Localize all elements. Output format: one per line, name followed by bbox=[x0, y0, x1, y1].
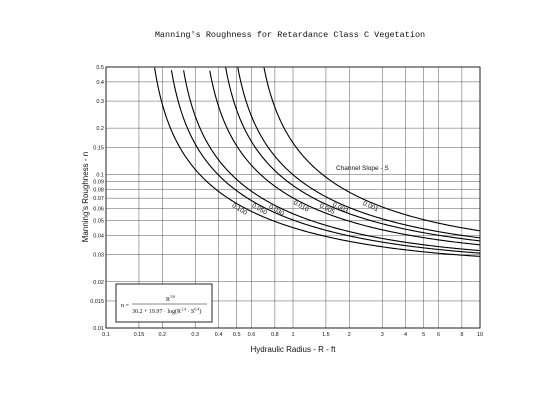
x-tick-label: 4 bbox=[404, 332, 407, 338]
x-tick-label: 8 bbox=[460, 332, 463, 338]
x-tick-label: 0.8 bbox=[271, 332, 279, 338]
x-tick-label: 6 bbox=[437, 332, 440, 338]
x-tick-label: 1.5 bbox=[322, 332, 330, 338]
equation-box: n = R1/6 30.2 + 19.97 · log(R1.4 · S0.4) bbox=[115, 283, 213, 323]
y-tick-label: 0.015 bbox=[90, 299, 104, 305]
channel-slope-label: Channel Slope - S bbox=[336, 165, 389, 172]
x-tick-label: 0.2 bbox=[158, 332, 166, 338]
x-tick-label: 1 bbox=[291, 332, 294, 338]
equation-lhs: n = bbox=[121, 303, 130, 309]
y-tick-label: 0.05 bbox=[93, 219, 104, 225]
y-tick-label: 0.08 bbox=[93, 187, 104, 193]
equation-numerator: R1/6 bbox=[166, 294, 175, 303]
y-tick-label: 0.3 bbox=[96, 99, 104, 105]
x-tick-label: 0.3 bbox=[191, 332, 199, 338]
y-tick-labels: 0.01 0.015 0.02 0.03 0.04 0.05 0.06 0.07 0.08 0.0… bbox=[90, 65, 104, 332]
y-tick-label: 0.07 bbox=[93, 196, 104, 202]
series-label-0.100: 0.100 bbox=[231, 202, 249, 217]
y-axis-label: Manning's Roughness - n bbox=[81, 152, 90, 242]
x-tick-label: 0.1 bbox=[102, 332, 110, 338]
x-tick-label: 2 bbox=[348, 332, 351, 338]
series-line-0.030 bbox=[183, 70, 481, 252]
series-line-0.010 bbox=[209, 70, 481, 246]
series-line-0.100 bbox=[154, 67, 481, 257]
y-tick-label: 0.01 bbox=[93, 326, 104, 332]
plot-frame bbox=[105, 66, 481, 329]
series-label-0.001: 0.001 bbox=[362, 200, 380, 213]
chart-title: Manning's Roughness for Retardance Class… bbox=[155, 30, 425, 40]
y-tick-label: 0.09 bbox=[93, 179, 104, 185]
y-tick-label: 0.02 bbox=[93, 280, 104, 286]
y-tick-label: 0.03 bbox=[93, 253, 104, 259]
x-tick-label: 5 bbox=[422, 332, 425, 338]
x-tick-label: 0.15 bbox=[134, 332, 145, 338]
y-tick-label: 0.15 bbox=[93, 145, 104, 151]
y-tick-label: 0.1 bbox=[96, 172, 104, 178]
series-label-0.030: 0.030 bbox=[268, 204, 286, 218]
equation-denominator: 30.2 + 19.97 · log(R1.4 · S0.4) bbox=[132, 307, 201, 316]
curves bbox=[154, 67, 481, 257]
x-tick-label: 0.6 bbox=[248, 332, 256, 338]
series-label-0.010: 0.010 bbox=[292, 200, 310, 214]
x-tick-label: 3 bbox=[381, 332, 384, 338]
x-tick-label: 0.5 bbox=[233, 332, 241, 338]
y-tick-label: 0.5 bbox=[96, 65, 104, 71]
x-tick-label: 10 bbox=[477, 332, 483, 338]
series-line-0.001 bbox=[263, 67, 481, 232]
series-line-0.003 bbox=[237, 67, 481, 239]
series-label-0.050: 0.050 bbox=[251, 202, 269, 216]
y-tick-label: 0.06 bbox=[93, 206, 104, 212]
x-axis-label: Hydraulic Radius - R - ft bbox=[251, 345, 337, 354]
y-tick-label: 0.04 bbox=[93, 234, 104, 240]
series-line-0.050 bbox=[170, 70, 481, 254]
series-line-0.005 bbox=[225, 67, 481, 242]
y-tick-label: 0.4 bbox=[96, 80, 104, 86]
x-tick-label: 0.4 bbox=[215, 332, 223, 338]
y-tick-label: 0.2 bbox=[96, 126, 104, 132]
x-tick-labels: 0.1 0.15 0.2 0.3 0.4 0.5 0.6 0.8 1 1.5 2 3 4 5 6 8 10 bbox=[102, 332, 483, 338]
